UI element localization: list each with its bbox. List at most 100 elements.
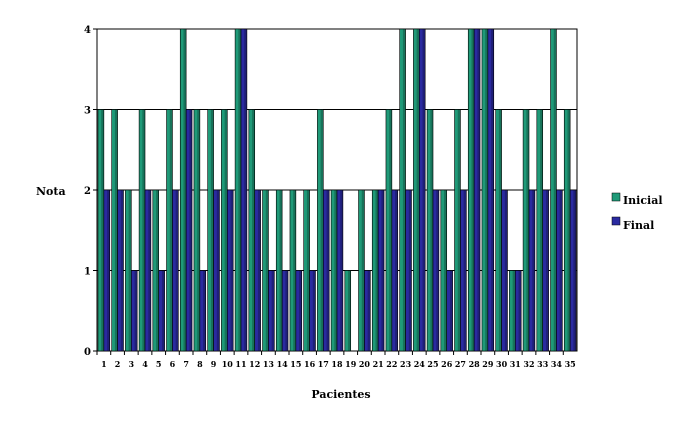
x-tick-label: 20 [359, 359, 371, 369]
bar-shade-inicial-29 [485, 29, 488, 351]
x-tick-label: 7 [183, 359, 189, 369]
x-tick-label: 29 [482, 359, 494, 369]
x-tick-label: 10 [222, 359, 234, 369]
y-tick-label: 4 [84, 25, 91, 36]
bar-shade-final-25 [436, 190, 439, 351]
legend-label-inicial: Inicial [623, 194, 663, 207]
bar-shade-inicial-15 [293, 190, 296, 351]
bar-shade-final-16 [312, 270, 316, 351]
bar-final-13 [268, 270, 275, 352]
x-tick-label: 30 [496, 359, 508, 369]
bar-shade-inicial-33 [540, 109, 543, 351]
y-tick-label: 1 [84, 267, 91, 278]
y-tick-label: 3 [84, 106, 91, 117]
bar-shade-inicial-18 [334, 190, 337, 351]
bar-shade-inicial-31 [512, 270, 516, 351]
bar-shade-final-15 [299, 270, 302, 351]
bar-final-20 [364, 270, 371, 352]
bar-final-16 [309, 270, 316, 352]
bar-shade-final-12 [257, 190, 261, 351]
x-tick-label: 24 [414, 359, 426, 369]
bar-final-29 [487, 28, 495, 352]
bar-shade-final-10 [230, 190, 234, 351]
legend-swatch-inicial [611, 192, 621, 202]
x-tick-label: 12 [249, 359, 260, 369]
x-tick-label: 1 [101, 359, 107, 369]
bar-shade-inicial-13 [265, 190, 269, 351]
legend-swatch-final [611, 216, 621, 226]
bar-shade-inicial-16 [306, 190, 310, 351]
bars-group [97, 28, 577, 352]
bar-shade-final-2 [120, 190, 124, 351]
bar-shade-inicial-30 [498, 109, 502, 351]
bar-shade-inicial-6 [169, 109, 173, 351]
x-tick-label: 28 [469, 359, 481, 369]
bar-final-6 [172, 189, 179, 352]
x-tick-label: 21 [373, 359, 384, 369]
bar-final-34 [556, 189, 563, 352]
x-tick-label: 22 [386, 359, 397, 369]
bar-shade-inicial-1 [101, 109, 104, 351]
x-tick-label: 33 [537, 359, 549, 369]
x-tick-label: 23 [400, 359, 412, 369]
bar-shade-inicial-3 [128, 190, 132, 351]
bar-shade-final-8 [203, 270, 206, 351]
bar-shade-final-23 [408, 190, 412, 351]
bar-shade-final-6 [175, 190, 179, 351]
bar-shade-final-5 [161, 270, 165, 351]
x-tick-label: 32 [523, 359, 534, 369]
bar-shade-inicial-27 [457, 109, 461, 351]
legend-label-final: Final [623, 219, 654, 232]
bar-shade-final-17 [326, 190, 330, 351]
bar-final-26 [446, 270, 453, 352]
bar-shade-final-20 [367, 270, 371, 351]
bar-shade-final-28 [477, 29, 481, 351]
bar-shade-final-34 [559, 190, 563, 351]
bar-final-4 [144, 189, 152, 352]
x-tick-label: 15 [290, 359, 301, 369]
bar-final-31 [514, 270, 522, 352]
bar-shade-inicial-19 [348, 270, 351, 351]
bar-inicial-8 [193, 109, 201, 352]
bar-final-30 [501, 189, 508, 352]
bar-shade-inicial-9 [210, 109, 214, 351]
bar-shade-inicial-20 [361, 190, 365, 351]
bar-final-27 [460, 189, 467, 352]
bar-shade-final-26 [449, 270, 453, 351]
y-axis-ticks: 0 1 2 3 4 [84, 25, 97, 358]
bar-shade-final-31 [518, 270, 522, 351]
bar-shade-inicial-11 [238, 29, 241, 351]
bar-final-11 [240, 28, 248, 352]
x-tick-label: 8 [197, 359, 203, 369]
bar-shade-final-1 [107, 190, 110, 351]
bar-shade-final-4 [148, 190, 151, 351]
bar-shade-final-29 [491, 29, 494, 351]
x-tick-label: 19 [345, 359, 357, 369]
bar-final-24 [418, 28, 426, 352]
bar-final-7 [185, 109, 193, 352]
bar-shade-final-22 [395, 190, 398, 351]
bar-final-33 [542, 189, 549, 352]
bar-shade-inicial-35 [567, 109, 571, 351]
bar-final-17 [322, 189, 330, 352]
bar-final-12 [254, 189, 261, 352]
x-tick-label: 31 [510, 359, 521, 369]
x-tick-label: 5 [156, 359, 162, 369]
bar-final-9 [213, 189, 220, 352]
x-tick-label: 27 [455, 359, 466, 369]
bar-final-10 [226, 189, 234, 352]
x-tick-label: 14 [277, 359, 289, 369]
bar-shade-inicial-12 [252, 109, 255, 351]
bar-shade-inicial-7 [183, 29, 187, 351]
x-tick-label: 11 [235, 359, 246, 369]
y-axis-label: Nota [36, 185, 66, 198]
legend: Inicial Final [611, 192, 663, 232]
bar-shade-final-30 [504, 190, 508, 351]
bar-shade-inicial-24 [416, 29, 420, 351]
bar-final-25 [432, 189, 440, 352]
bar-shade-final-32 [532, 190, 535, 351]
bar-final-21 [377, 189, 385, 352]
bar-final-14 [281, 270, 289, 352]
bar-shade-final-24 [422, 29, 426, 351]
bar-shade-inicial-2 [114, 109, 118, 351]
